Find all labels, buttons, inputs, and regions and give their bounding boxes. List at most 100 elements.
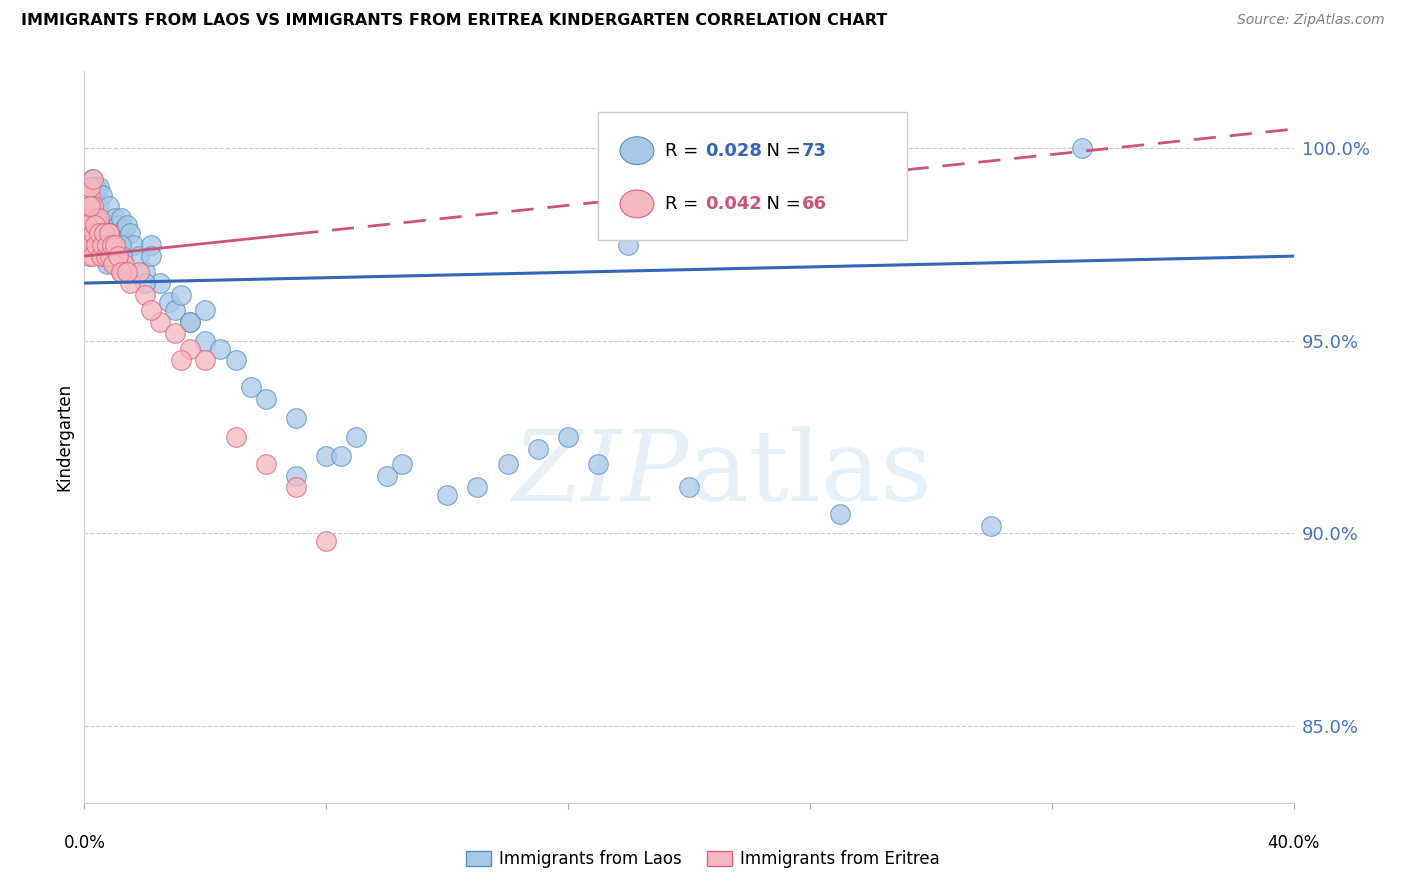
Point <box>110 264 132 278</box>
Point <box>93 226 115 240</box>
Legend: Immigrants from Laos, Immigrants from Eritrea: Immigrants from Laos, Immigrants from Er… <box>460 844 946 875</box>
Point <box>94 226 117 240</box>
Point <box>375 468 398 483</box>
Point <box>80 211 103 225</box>
Point <box>108 257 131 271</box>
Point <box>194 353 217 368</box>
Point <box>82 179 104 194</box>
Point <box>96 257 118 271</box>
Text: 0.028: 0.028 <box>704 142 762 160</box>
Point <box>346 430 368 444</box>
Point <box>980 518 1002 533</box>
Point <box>165 303 187 318</box>
Point <box>170 353 193 368</box>
Ellipse shape <box>620 190 654 218</box>
Point <box>100 219 122 233</box>
Point <box>194 334 217 348</box>
Point <box>107 249 129 263</box>
Point <box>527 442 550 456</box>
Point <box>80 226 103 240</box>
Point <box>97 226 120 240</box>
Ellipse shape <box>620 136 654 164</box>
Point <box>94 249 117 263</box>
Point <box>87 226 110 240</box>
Point <box>86 211 108 225</box>
Point <box>110 234 132 248</box>
Point <box>391 457 413 471</box>
Point <box>86 237 108 252</box>
Point <box>98 249 121 263</box>
Point <box>149 315 172 329</box>
Point <box>467 480 489 494</box>
Point <box>107 219 129 233</box>
Point <box>678 480 700 494</box>
Point <box>97 226 120 240</box>
Point <box>115 264 138 278</box>
Point <box>79 179 101 194</box>
Point <box>496 457 519 471</box>
Point <box>82 172 104 186</box>
Point <box>89 211 111 225</box>
Point <box>128 249 150 263</box>
Point <box>94 249 117 263</box>
Point <box>254 457 277 471</box>
Point <box>179 315 201 329</box>
Point <box>90 249 112 263</box>
Point <box>285 468 308 483</box>
Point <box>79 187 101 202</box>
Point <box>104 211 127 225</box>
Point <box>79 179 101 194</box>
Point <box>285 480 308 494</box>
Point <box>84 219 107 233</box>
Point <box>79 237 101 252</box>
Text: 0.042: 0.042 <box>704 195 762 213</box>
Text: IMMIGRANTS FROM LAOS VS IMMIGRANTS FROM ERITREA KINDERGARTEN CORRELATION CHART: IMMIGRANTS FROM LAOS VS IMMIGRANTS FROM … <box>21 13 887 29</box>
Point <box>110 264 132 278</box>
Point <box>89 237 111 252</box>
Point <box>134 276 156 290</box>
Point <box>93 237 115 252</box>
Point <box>82 219 104 233</box>
Point <box>86 179 108 194</box>
Point <box>112 257 135 271</box>
Text: R =: R = <box>665 142 704 160</box>
Text: ZIP: ZIP <box>513 426 689 521</box>
Point <box>84 226 107 240</box>
Point <box>330 450 353 464</box>
Point <box>91 187 114 202</box>
Point <box>139 237 162 252</box>
Point <box>315 534 337 549</box>
Point <box>134 264 156 278</box>
Point <box>82 226 104 240</box>
Point <box>118 226 141 240</box>
Point <box>94 249 117 263</box>
Point <box>76 219 98 233</box>
Point <box>239 380 262 394</box>
Point <box>104 237 127 252</box>
Point <box>104 237 127 252</box>
Point <box>165 326 187 340</box>
Point <box>80 249 103 263</box>
Point <box>79 199 101 213</box>
Point <box>90 249 112 263</box>
Point <box>93 226 115 240</box>
Point <box>170 287 193 301</box>
Point <box>111 249 134 263</box>
Point <box>107 249 129 263</box>
Text: atlas: atlas <box>689 425 932 522</box>
Point <box>91 237 114 252</box>
Point <box>107 249 129 263</box>
Point <box>115 219 138 233</box>
Point <box>110 211 132 225</box>
Point <box>80 172 103 186</box>
Point <box>104 237 127 252</box>
Point <box>617 237 640 252</box>
Point <box>75 237 97 252</box>
Point <box>84 195 107 210</box>
Point <box>97 226 120 240</box>
Point <box>110 237 132 252</box>
Point <box>121 237 143 252</box>
Text: 66: 66 <box>801 195 827 213</box>
Point <box>194 303 217 318</box>
Point <box>104 257 127 271</box>
